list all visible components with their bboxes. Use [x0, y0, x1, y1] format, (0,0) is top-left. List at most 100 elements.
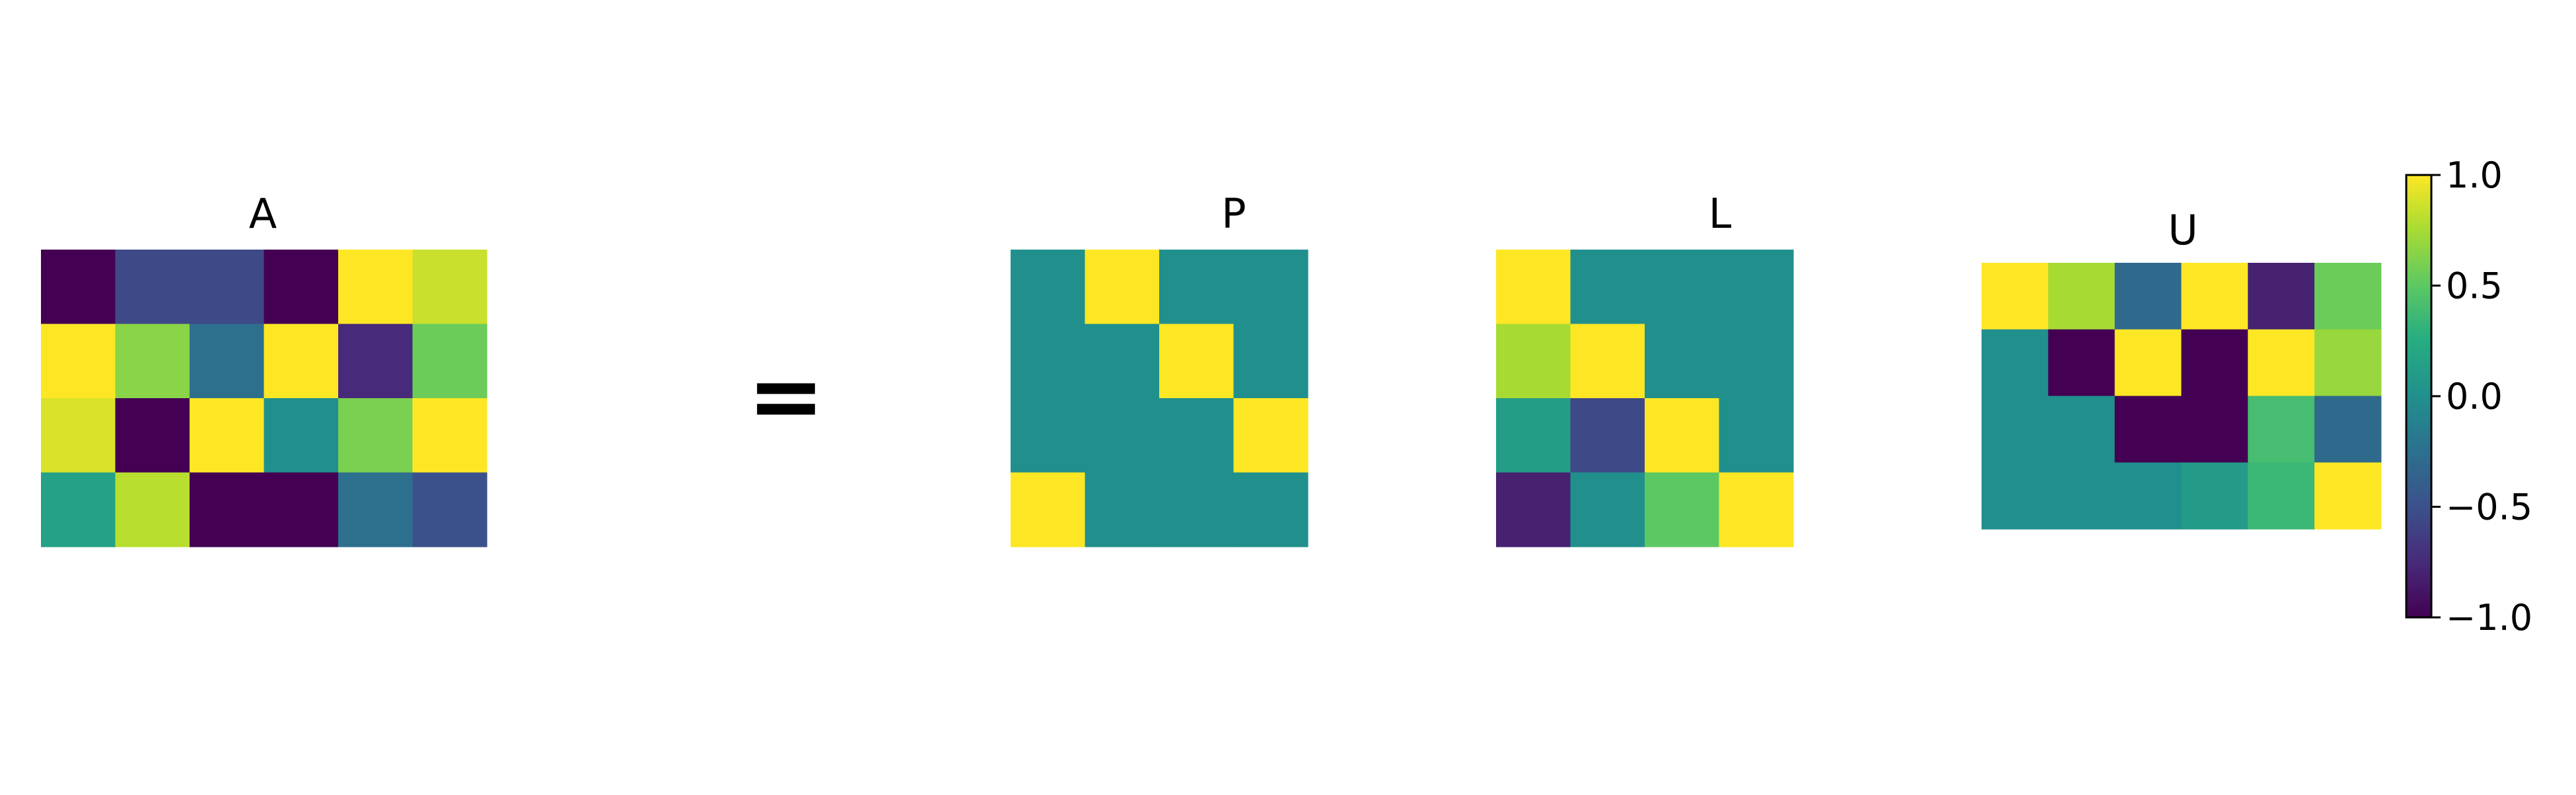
cell-a-r3c1 [115, 472, 190, 547]
cell-a-r2c2 [190, 398, 265, 473]
cell-a-r3c0 [41, 472, 116, 547]
cell-a-r0c1 [115, 250, 190, 325]
cell-l-r3c2 [1645, 472, 1720, 547]
cell-l-r3c3 [1719, 472, 1794, 547]
cell-u-r1c1 [2048, 329, 2116, 397]
cell-p-r0c2 [1159, 250, 1234, 325]
cell-p-r1c2 [1159, 324, 1234, 399]
cell-u-r3c4 [2248, 462, 2315, 530]
equals-sign: = [747, 343, 824, 450]
colorbar-tick-label: 0.5 [2446, 265, 2503, 307]
cell-u-r1c3 [2181, 329, 2248, 397]
cell-a-r0c5 [412, 250, 487, 325]
panel-u: U [1982, 206, 2382, 530]
cell-a-r1c2 [190, 324, 265, 399]
cell-u-r1c4 [2248, 329, 2315, 397]
cell-u-r1c0 [1982, 329, 2049, 397]
cell-p-r2c2 [1159, 398, 1234, 473]
cell-a-r2c1 [115, 398, 190, 473]
matrix-p [1011, 250, 1308, 547]
cell-a-r3c5 [412, 472, 487, 547]
cell-u-r2c1 [2048, 396, 2116, 463]
cell-p-r0c0 [1011, 250, 1086, 325]
colorbar-tick-label: −1.0 [2446, 597, 2532, 639]
cell-p-r3c0 [1011, 472, 1086, 547]
panel-p: P [1011, 190, 1308, 547]
cell-a-r2c5 [412, 398, 487, 473]
cell-l-r0c0 [1496, 250, 1571, 325]
cell-u-r3c1 [2048, 462, 2116, 530]
matrix-a [41, 250, 487, 547]
cell-p-r3c3 [1233, 472, 1308, 547]
cell-p-r0c1 [1085, 250, 1160, 325]
cell-l-r1c2 [1645, 324, 1720, 399]
cell-p-r1c0 [1011, 324, 1086, 399]
cell-u-r0c3 [2181, 263, 2248, 330]
cell-a-r1c4 [338, 324, 413, 399]
colorbar-ticks: 1.0 0.5 0.0 −0.5 −1.0 [2431, 155, 2532, 639]
cell-u-r0c0 [1982, 263, 2049, 330]
cell-u-r2c0 [1982, 396, 2049, 463]
cell-u-r1c5 [2314, 329, 2382, 397]
colorbar-tick-label: −0.5 [2446, 487, 2532, 528]
matrix-l [1496, 250, 1794, 547]
cell-a-r2c4 [338, 398, 413, 473]
cell-l-r0c3 [1719, 250, 1794, 325]
cell-l-r2c3 [1719, 398, 1794, 473]
colorbar-tick-label: 1.0 [2446, 155, 2503, 196]
panel-u-title: U [2168, 206, 2198, 254]
cell-u-r3c0 [1982, 462, 2049, 530]
cell-l-r1c0 [1496, 324, 1571, 399]
cell-a-r0c0 [41, 250, 116, 325]
cell-l-r3c1 [1570, 472, 1645, 547]
cell-l-r3c0 [1496, 472, 1571, 547]
colorbar-bar [2405, 174, 2433, 619]
cell-a-r1c0 [41, 324, 116, 399]
panel-l-title: L [1709, 190, 1732, 238]
cell-a-r3c2 [190, 472, 265, 547]
cell-l-r1c1 [1570, 324, 1645, 399]
cell-u-r3c5 [2314, 462, 2382, 530]
cell-p-r1c3 [1233, 324, 1308, 399]
cell-u-r0c2 [2114, 263, 2182, 330]
cell-u-r1c2 [2114, 329, 2182, 397]
cell-u-r2c5 [2314, 396, 2382, 463]
cell-u-r0c1 [2048, 263, 2116, 330]
panel-a: A [41, 190, 487, 547]
colorbar: 1.0 0.5 0.0 −0.5 −1.0 [2405, 155, 2532, 639]
cell-u-r3c3 [2181, 462, 2248, 530]
cell-a-r0c3 [264, 250, 339, 325]
cell-a-r3c4 [338, 472, 413, 547]
cell-l-r2c2 [1645, 398, 1720, 473]
cell-p-r2c0 [1011, 398, 1086, 473]
panel-l: L [1496, 190, 1794, 547]
cell-l-r0c1 [1570, 250, 1645, 325]
cell-l-r2c1 [1570, 398, 1645, 473]
cell-p-r3c1 [1085, 472, 1160, 547]
cell-u-r2c4 [2248, 396, 2315, 463]
cell-p-r2c3 [1233, 398, 1308, 473]
colorbar-tick-label: 0.0 [2446, 376, 2503, 417]
cell-p-r0c3 [1233, 250, 1308, 325]
cell-a-r3c3 [264, 472, 339, 547]
panel-p-title: P [1221, 190, 1246, 238]
panel-a-title: A [249, 190, 277, 238]
cell-p-r2c1 [1085, 398, 1160, 473]
cell-l-r1c3 [1719, 324, 1794, 399]
cell-u-r2c3 [2181, 396, 2248, 463]
cell-u-r0c4 [2248, 263, 2315, 330]
matrix-u [1982, 263, 2382, 530]
cell-a-r1c1 [115, 324, 190, 399]
cell-u-r3c2 [2114, 462, 2182, 530]
cell-a-r2c0 [41, 398, 116, 473]
cell-l-r2c0 [1496, 398, 1571, 473]
cell-a-r1c5 [412, 324, 487, 399]
cell-u-r0c5 [2314, 263, 2382, 330]
cell-a-r2c3 [264, 398, 339, 473]
cell-u-r2c2 [2114, 396, 2182, 463]
cell-p-r3c2 [1159, 472, 1234, 547]
cell-a-r0c4 [338, 250, 413, 325]
cell-p-r1c1 [1085, 324, 1160, 399]
